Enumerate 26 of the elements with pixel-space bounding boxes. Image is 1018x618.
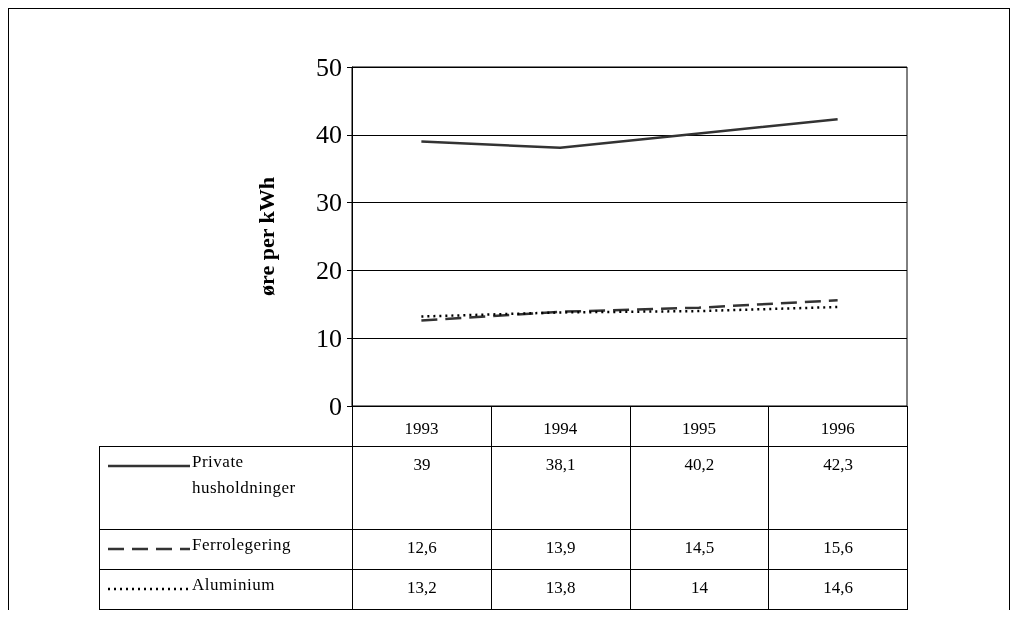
data-label: 13,2 [352,569,492,610]
legend-label: Private husholdninger [192,451,297,499]
x-tick-label: 1995 [681,419,716,438]
data-label: 14 [630,569,769,610]
data-label: 13,8 [491,569,630,610]
data-label: 13,9 [491,529,630,570]
x-tick-label: 1993 [404,419,439,438]
y-tick-label: 20 [316,255,342,285]
data-label: 38,1 [491,446,630,530]
y-tick-label: 0 [329,391,342,421]
y-axis-title: øre per kWh [253,177,279,296]
data-label: 14,5 [630,529,769,570]
data-label: 15,6 [768,529,908,570]
data-label: 14,6 [768,569,908,610]
y-tick-label: 30 [316,188,342,218]
x-tick-label: 1996 [820,419,855,438]
legend-label: Aluminium [192,574,275,596]
y-tick-label: 10 [316,323,342,353]
x-tick-label: 1994 [543,419,578,438]
data-label: 40,2 [630,446,769,530]
data-label: 12,6 [352,529,492,570]
data-label: 39 [352,446,492,530]
data-label: 42,3 [768,446,908,530]
y-tick-label: 40 [316,120,342,150]
y-tick-label: 50 [316,52,342,82]
legend-label: Ferrolegering [192,534,292,556]
